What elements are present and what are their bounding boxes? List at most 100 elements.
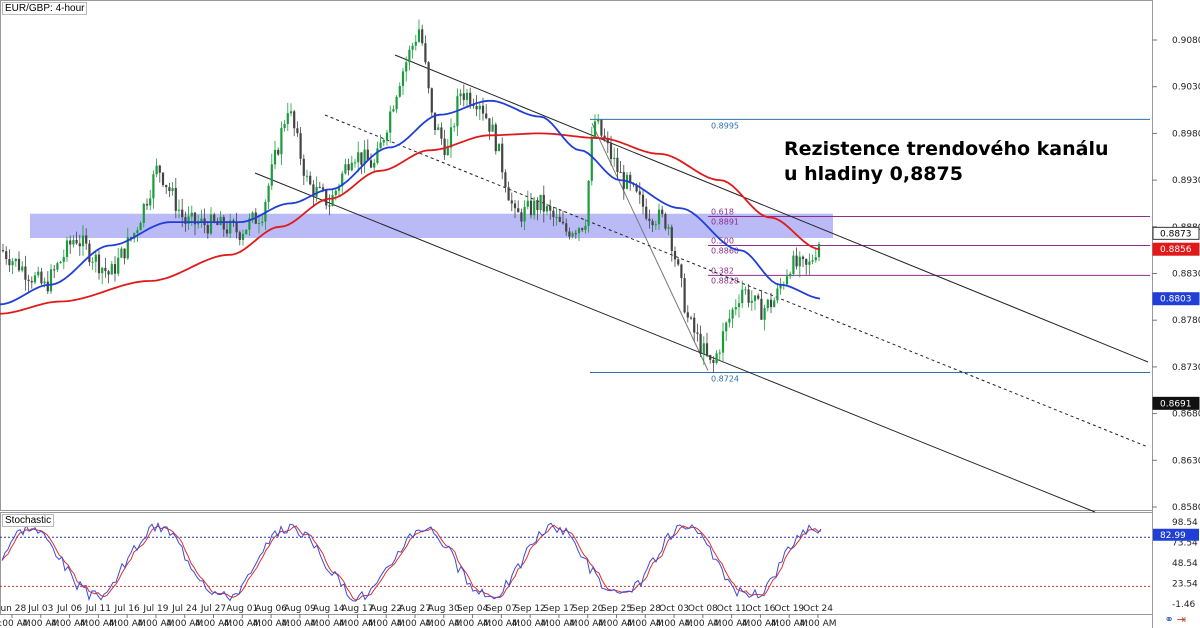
candle-body (251, 212, 254, 219)
arrow-right-icon[interactable]: ⇥ (1176, 614, 1186, 626)
candle-body (571, 233, 574, 237)
candle-body (731, 309, 734, 319)
candle-body (558, 216, 561, 222)
candle-body (763, 308, 766, 320)
candle-body (593, 121, 597, 138)
candle-body (149, 198, 152, 206)
candle-body (753, 295, 757, 301)
candle-body (449, 127, 453, 148)
candle-body (760, 298, 763, 320)
candle-body (312, 184, 315, 197)
candle-body (17, 258, 21, 271)
candle-body (341, 173, 344, 187)
stoch-current-label: 82.99 (1160, 531, 1186, 541)
candle-body (53, 269, 56, 271)
x-time-label: 4:00 AM (310, 619, 347, 628)
stoch-current-badge (1153, 528, 1199, 541)
candle-body (696, 332, 699, 334)
candle-body (616, 157, 619, 172)
candle-body (587, 180, 590, 226)
candle-body (379, 142, 382, 149)
candle-body (408, 49, 411, 63)
candle-body (389, 111, 392, 133)
candle-body (293, 111, 296, 129)
candle-body (11, 261, 14, 266)
candle-body (257, 222, 261, 224)
candle-body (465, 92, 469, 100)
x-date-label: Jul 06 (56, 604, 82, 614)
candle-body (411, 45, 414, 50)
candle-body (565, 223, 568, 232)
candle-body (331, 195, 334, 207)
candle-body (94, 254, 97, 262)
candle-body (334, 190, 337, 196)
ma-fast-line (0, 99, 821, 306)
x-time-label: 4:00 AM (656, 619, 693, 628)
candle-body (702, 343, 705, 354)
candle-body (347, 164, 350, 171)
candle-body (158, 165, 161, 173)
stoch-tick-label: 48.54 (1172, 559, 1198, 569)
candle-body (344, 164, 347, 174)
x-date-label: Jul 19 (142, 604, 168, 614)
candle-body (728, 318, 731, 323)
candle-body (654, 224, 657, 226)
x-date-label: Sep 25 (601, 604, 632, 614)
candle-body (350, 162, 353, 171)
x-time-label: 4:00 AM (425, 619, 462, 628)
x-time-label: 4:00 AM (253, 619, 290, 628)
x-time-label: 4:00 AM (339, 619, 376, 628)
candle-body (161, 172, 165, 186)
candle-body (321, 187, 325, 190)
candle-body (747, 289, 750, 303)
candle-body (721, 331, 725, 353)
candle-body (472, 104, 475, 107)
candle-body (555, 216, 558, 218)
chain-link-icon[interactable]: ⚭ (1164, 614, 1174, 626)
x-time-label: 4:00 AM (800, 619, 837, 628)
candle-body (181, 209, 184, 218)
chart-tools[interactable]: ⚭ ⇥ (1165, 613, 1187, 626)
candle-body (309, 175, 312, 185)
candle-body (206, 225, 209, 234)
candle-body (385, 132, 389, 141)
candle-body (261, 221, 264, 223)
candle-body (577, 228, 581, 234)
candle-body (581, 228, 584, 231)
candle-body (523, 206, 526, 222)
candle-body (481, 105, 485, 114)
candle-body (229, 220, 232, 234)
candle-body (305, 175, 309, 177)
candle-body (213, 214, 216, 222)
candle-body (139, 223, 142, 231)
candle-body (69, 240, 72, 245)
candle-body (606, 139, 609, 144)
candle-body (88, 243, 91, 263)
candle-body (46, 281, 49, 292)
candle-body (78, 243, 81, 247)
candle-body (21, 266, 24, 271)
candle-body (776, 288, 779, 301)
candle-body (805, 258, 808, 265)
candle-body (651, 220, 654, 226)
candle-body (184, 217, 187, 224)
candle-body (712, 359, 715, 363)
candle-body (65, 240, 69, 258)
candle-body (33, 275, 37, 283)
x-time-label: 4:00 AM (684, 619, 721, 628)
x-time-label: 4:00 AM (281, 619, 318, 628)
candle-body (785, 276, 789, 285)
candle-body (488, 118, 491, 132)
candle-body (561, 221, 565, 224)
candle-body (773, 300, 776, 307)
x-date-label: Aug 27 (399, 604, 431, 614)
candle-body (286, 113, 289, 125)
candle-body (24, 266, 27, 280)
x-time-label: 4:00 AM (454, 619, 491, 628)
x-time-label: 4:00 AM (483, 619, 520, 628)
